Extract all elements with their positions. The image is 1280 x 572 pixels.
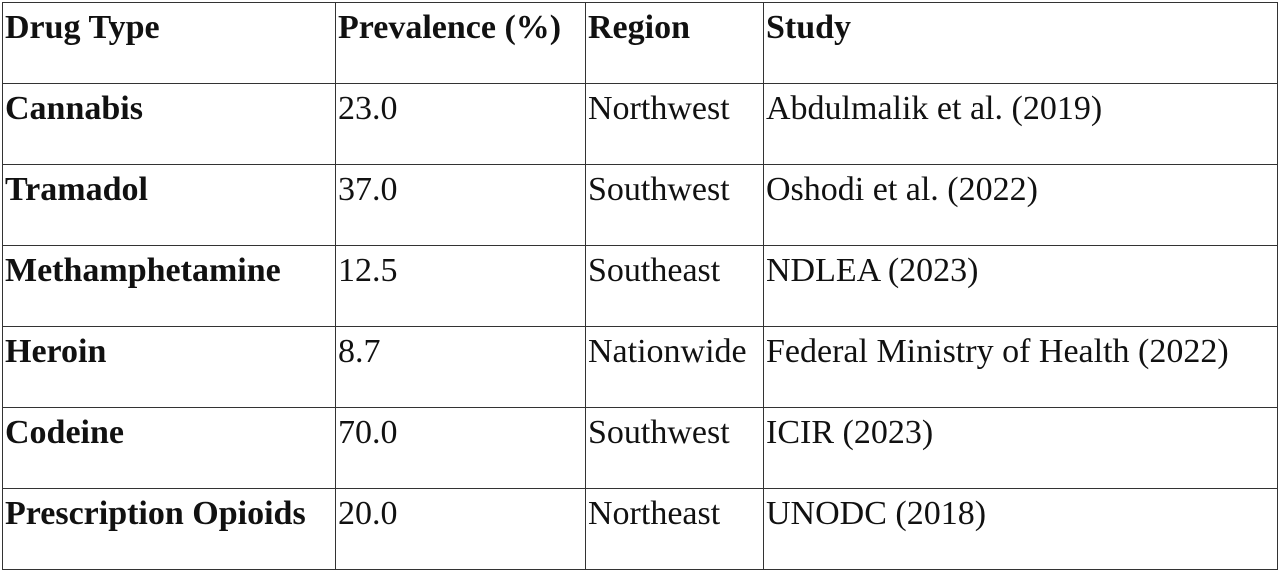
table-cell: 12.5 — [335, 245, 586, 327]
table-cell: 8.7 — [335, 326, 586, 408]
table-row: Tramadol 37.0 Southwest Oshodi et al. (2022… — [2, 164, 1278, 246]
table-cell: ICIR (2023) — [763, 407, 1278, 489]
table-row: Methamphetamine 12.5 Southeast NDLEA (2023) — [2, 245, 1278, 327]
table-cell: Southwest — [585, 164, 764, 246]
header-row: Drug Type Prevalence (%) Region Study — [2, 2, 1278, 84]
row-label-cell: Codeine — [2, 407, 336, 489]
table-row: Codeine 70.0 Southwest ICIR (2023) — [2, 407, 1278, 489]
table-cell: NDLEA (2023) — [763, 245, 1278, 327]
table-cell: UNODC (2018) — [763, 488, 1278, 570]
table-cell: 37.0 — [335, 164, 586, 246]
row-label-cell: Tramadol — [2, 164, 336, 246]
table-row: Heroin 8.7 Nationwide Federal Ministry of H… — [2, 326, 1278, 408]
row-label-cell: Prescription Opioids — [2, 488, 336, 570]
table-cell: Northeast — [585, 488, 764, 570]
header-cell: Drug Type — [2, 2, 336, 84]
header-cell: Prevalence (%) — [335, 2, 586, 84]
table-cell: 23.0 — [335, 83, 586, 165]
table-cell: Abdulmalik et al. (2019) — [763, 83, 1278, 165]
row-label-cell: Heroin — [2, 326, 336, 408]
table-cell: Nationwide — [585, 326, 764, 408]
table-head: Drug Type Prevalence (%) Region Study — [2, 2, 1278, 84]
table-cell: Southeast — [585, 245, 764, 327]
table-cell: 20.0 — [335, 488, 586, 570]
table-cell: Southwest — [585, 407, 764, 489]
table-cell: Oshodi et al. (2022) — [763, 164, 1278, 246]
table-cell: 70.0 — [335, 407, 586, 489]
table-body: Cannabis 23.0 Northwest Abdulmalik et al. (… — [2, 83, 1278, 570]
row-label-cell: Methamphetamine — [2, 245, 336, 327]
table-cell: Federal Ministry of Health (2022) — [763, 326, 1278, 408]
table-row: Prescription Opioids 20.0 Northeast UNODC (… — [2, 488, 1278, 570]
table-cell: Northwest — [585, 83, 764, 165]
table-row: Cannabis 23.0 Northwest Abdulmalik et al. (… — [2, 83, 1278, 165]
header-cell: Region — [585, 2, 764, 84]
header-cell: Study — [763, 2, 1278, 84]
row-label-cell: Cannabis — [2, 83, 336, 165]
